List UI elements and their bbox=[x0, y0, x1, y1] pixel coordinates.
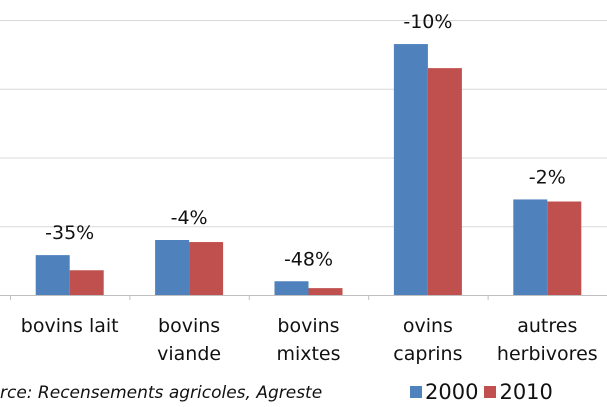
legend-label-2010: 2010 bbox=[499, 380, 553, 404]
legend: 2000 2010 bbox=[410, 380, 559, 404]
legend-item-2010: 2010 bbox=[484, 380, 553, 404]
bar-2000-2 bbox=[155, 240, 190, 295]
category-label-2: bovins viande bbox=[157, 315, 221, 365]
category-label-1: bovins lait bbox=[21, 315, 119, 337]
bar-2010-2 bbox=[189, 242, 224, 295]
category-label-4: ovins caprins bbox=[393, 315, 462, 365]
bar-2010-4 bbox=[427, 68, 462, 295]
data-label-4: -10% bbox=[403, 11, 452, 33]
bar-2000-1 bbox=[35, 255, 70, 295]
legend-swatch-2000 bbox=[410, 386, 422, 398]
data-label-5: -2% bbox=[529, 166, 566, 188]
bar-2000-4 bbox=[393, 44, 428, 295]
bar-2000-5 bbox=[513, 199, 548, 295]
data-label-2: -4% bbox=[171, 207, 208, 229]
data-label-1: -35% bbox=[45, 222, 94, 244]
category-label-5: autres herbivores bbox=[497, 315, 598, 365]
bar-2010-3 bbox=[308, 288, 343, 295]
bar-2000-3 bbox=[274, 281, 309, 295]
data-label-3: -48% bbox=[284, 248, 333, 270]
bar-2010-5 bbox=[547, 201, 582, 295]
bar-2010-1 bbox=[69, 270, 104, 295]
legend-swatch-2010 bbox=[484, 386, 497, 398]
legend-item-2000: 2000 bbox=[410, 380, 478, 404]
source-note: rce: Recensements agricoles, Agreste bbox=[0, 383, 323, 403]
category-label-3: bovins mixtes bbox=[276, 315, 340, 365]
legend-label-2000: 2000 bbox=[425, 380, 479, 404]
